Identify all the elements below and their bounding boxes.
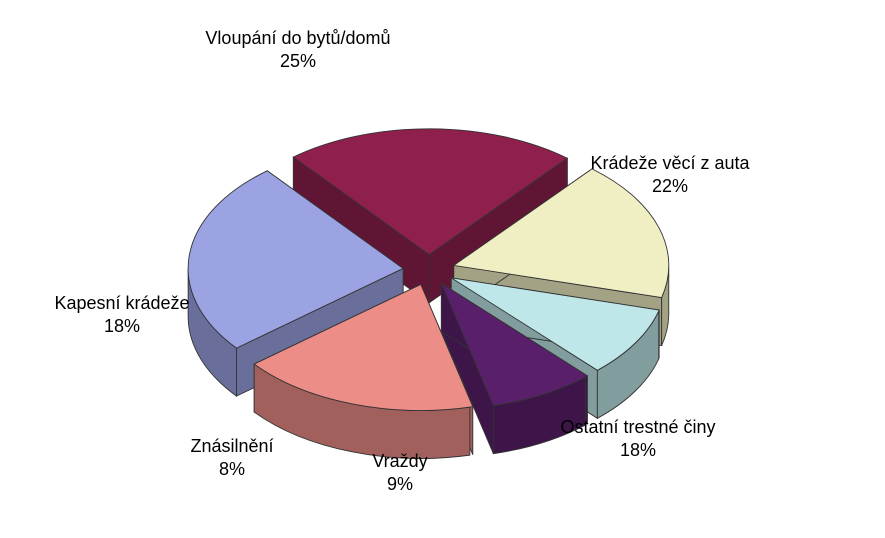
slice-label-2: Kapesní krádeže 18% [54, 292, 189, 337]
slice-label-4-text: Vraždy [372, 451, 427, 471]
slice-label-2-text: Kapesní krádeže [54, 293, 189, 313]
slice-label-0: Krádeže věcí z auta 22% [590, 152, 749, 197]
slice-label-0-value: 22 [652, 176, 672, 196]
slice-label-1-text: Vloupání do bytů/domů [205, 28, 390, 48]
pie3d-svg [0, 0, 885, 538]
slice-label-3-text: Znásilnění [190, 436, 273, 456]
pie3d-chart: Krádeže věcí z auta 22% Vloupání do bytů… [0, 0, 885, 538]
slice-label-1: Vloupání do bytů/domů 25% [205, 27, 390, 72]
slice-label-3-value: 8 [219, 459, 229, 479]
slice-label-3: Znásilnění 8% [190, 435, 273, 480]
slice-label-0-text: Krádeže věcí z auta [590, 153, 749, 173]
slice-label-4: Vraždy 9% [372, 450, 427, 495]
slice-label-4-value: 9 [387, 474, 397, 494]
slice-label-5-value: 18 [620, 440, 640, 460]
slice-label-1-value: 25 [280, 51, 300, 71]
slice-label-5-text: Ostatní trestné činy [560, 417, 715, 437]
slice-label-2-value: 18 [104, 316, 124, 336]
slice-label-5: Ostatní trestné činy 18% [560, 416, 715, 461]
